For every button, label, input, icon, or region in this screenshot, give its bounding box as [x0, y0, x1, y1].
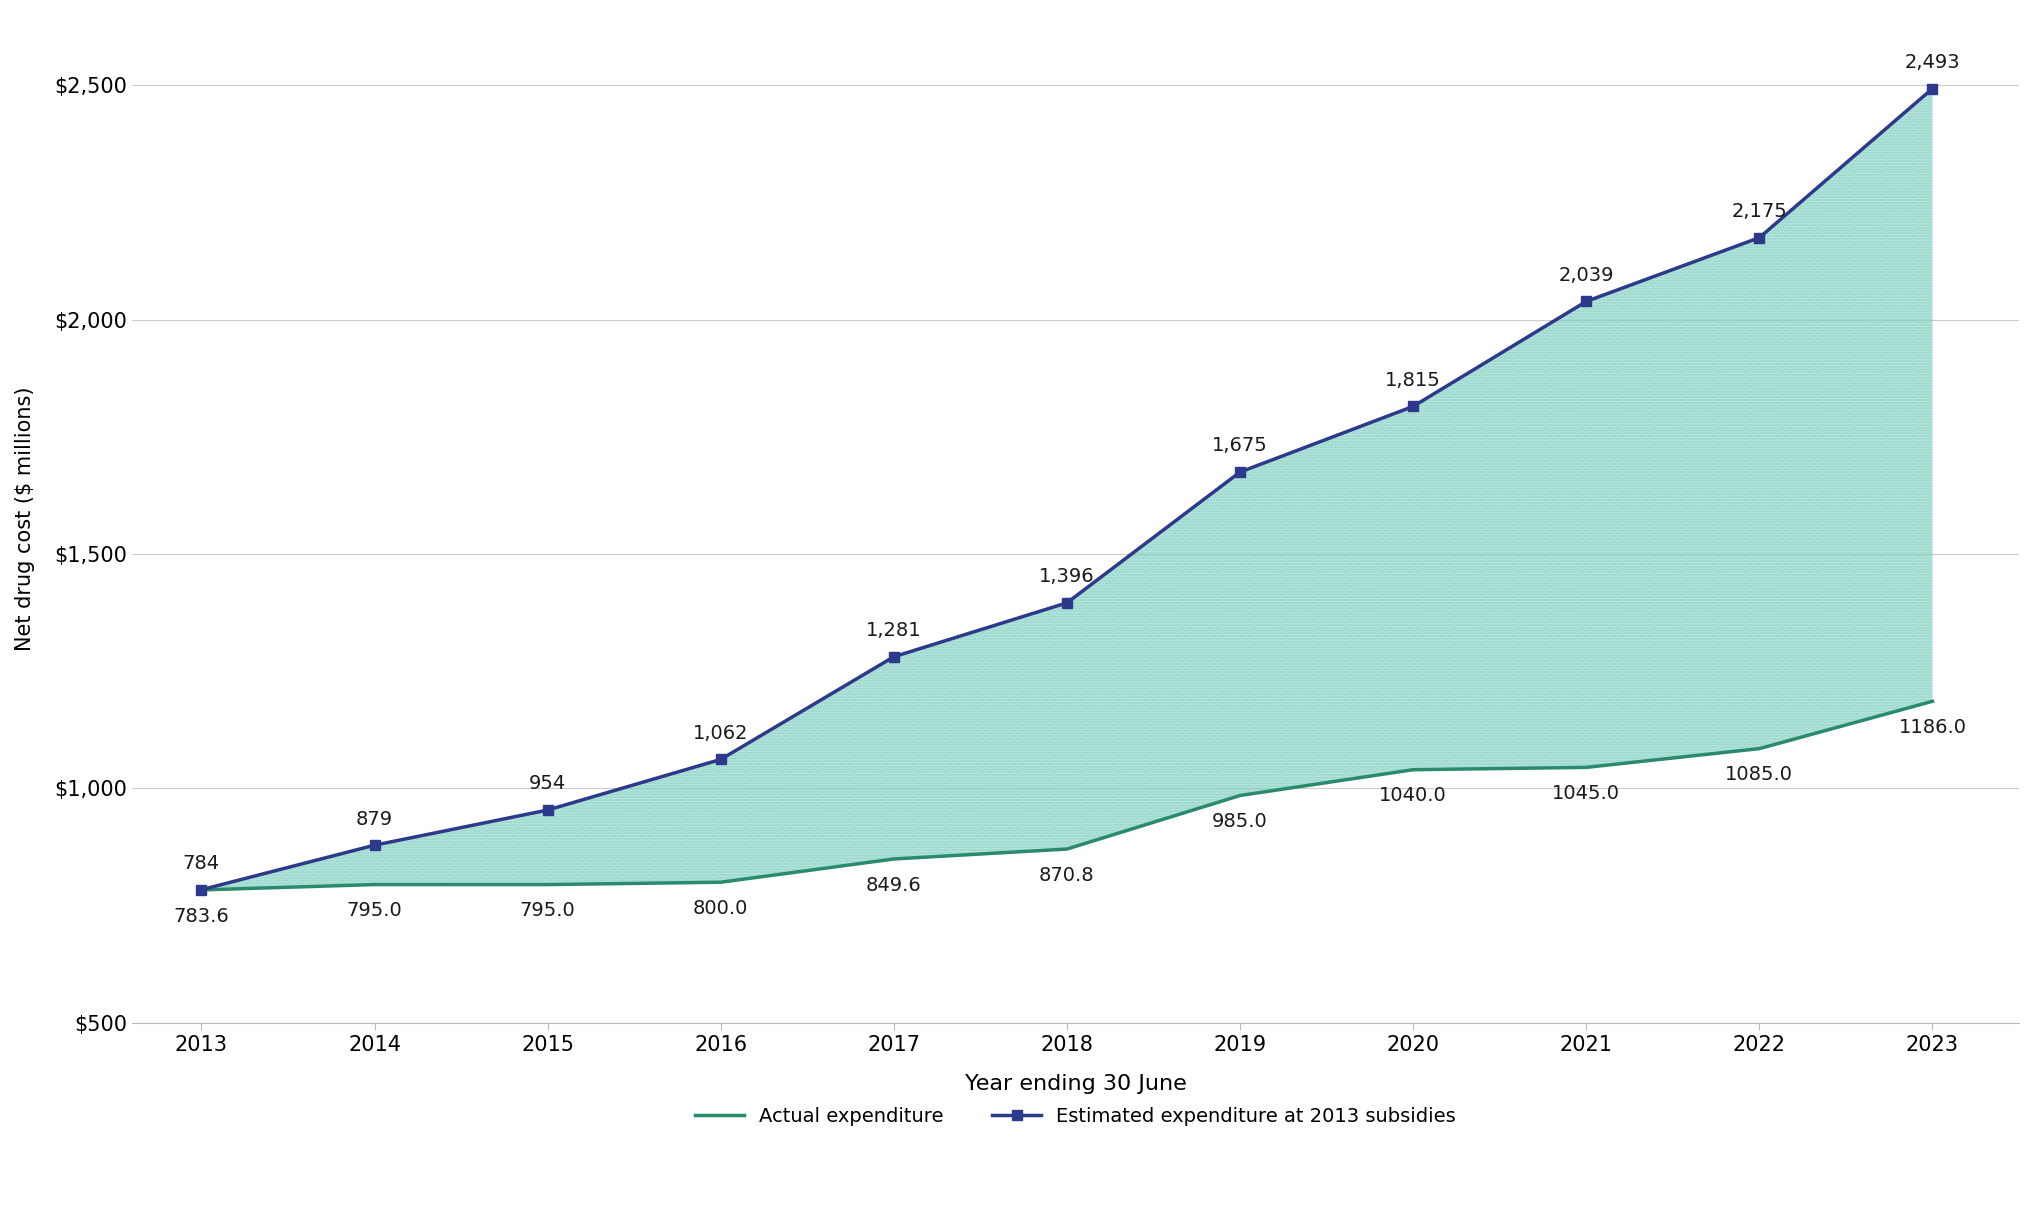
Estimated expenditure at 2013 subsidies	[362, 838, 386, 853]
Estimated expenditure at 2013 subsidies	[189, 882, 214, 896]
X-axis label: Year ending 30 June: Year ending 30 June	[964, 1074, 1186, 1094]
Text: 1045.0: 1045.0	[1552, 784, 1621, 803]
Text: 1085.0: 1085.0	[1725, 765, 1794, 785]
Line: Actual expenditure: Actual expenditure	[201, 701, 1932, 890]
Estimated expenditure at 2013 subsidies	[1056, 596, 1080, 610]
Text: 795.0: 795.0	[346, 901, 403, 921]
Estimated expenditure at 2013 subsidies	[1401, 399, 1426, 414]
Text: 1,675: 1,675	[1212, 437, 1267, 455]
Text: 1,062: 1,062	[694, 724, 749, 742]
Text: 849.6: 849.6	[866, 876, 921, 895]
Estimated expenditure at 2013 subsidies	[1747, 230, 1772, 245]
Text: 870.8: 870.8	[1039, 866, 1094, 884]
Actual expenditure	[1056, 842, 1080, 856]
Y-axis label: Net drug cost ($ millions): Net drug cost ($ millions)	[14, 387, 35, 651]
Legend: Actual expenditure, Estimated expenditure at 2013 subsidies: Actual expenditure, Estimated expenditur…	[687, 1099, 1464, 1134]
Actual expenditure	[1401, 763, 1426, 778]
Actual expenditure	[1574, 761, 1599, 775]
Estimated expenditure at 2013 subsidies	[708, 752, 732, 767]
Line: Estimated expenditure at 2013 subsidies: Estimated expenditure at 2013 subsidies	[197, 84, 1936, 895]
Actual expenditure	[362, 877, 386, 892]
Text: 954: 954	[529, 774, 565, 793]
Actual expenditure	[189, 883, 214, 898]
Text: 2,493: 2,493	[1904, 53, 1961, 72]
Text: 1,396: 1,396	[1039, 568, 1094, 586]
Text: 800.0: 800.0	[694, 899, 749, 918]
Text: 1,281: 1,281	[866, 621, 921, 640]
Estimated expenditure at 2013 subsidies	[1229, 465, 1253, 479]
Actual expenditure	[535, 877, 559, 892]
Text: 1186.0: 1186.0	[1898, 718, 1967, 738]
Text: 783.6: 783.6	[173, 906, 230, 926]
Estimated expenditure at 2013 subsidies	[1920, 81, 1945, 96]
Text: 2,039: 2,039	[1558, 266, 1615, 285]
Text: 2,175: 2,175	[1731, 203, 1788, 221]
Estimated expenditure at 2013 subsidies	[881, 649, 905, 664]
Text: 784: 784	[183, 854, 220, 873]
Actual expenditure	[881, 852, 905, 866]
Text: 985.0: 985.0	[1212, 813, 1267, 831]
Text: 1040.0: 1040.0	[1379, 786, 1446, 805]
Text: 795.0: 795.0	[521, 901, 576, 921]
Actual expenditure	[1747, 741, 1772, 756]
Estimated expenditure at 2013 subsidies	[1574, 294, 1599, 308]
Actual expenditure	[1920, 694, 1945, 708]
Text: 879: 879	[356, 809, 393, 828]
Actual expenditure	[1229, 788, 1253, 803]
Estimated expenditure at 2013 subsidies	[535, 803, 559, 818]
Text: 1,815: 1,815	[1385, 371, 1440, 389]
Actual expenditure	[708, 875, 732, 889]
